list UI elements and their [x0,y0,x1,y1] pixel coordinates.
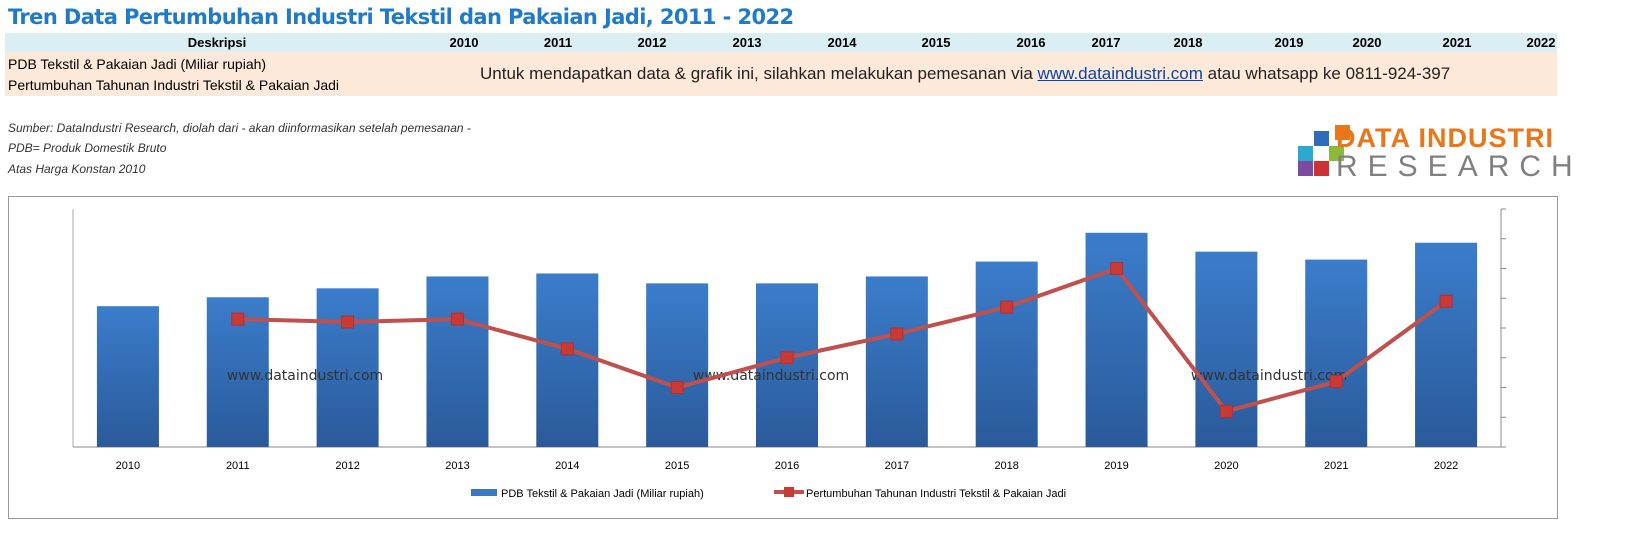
header-year-2010: 2010 [449,35,479,50]
legend-line-marker [784,487,794,497]
header-year-2016: 2016 [1016,35,1046,50]
bar-2010 [96,306,159,447]
header-year-2015: 2015 [921,35,951,50]
combo-chart: 2010 2011 2012 2013 2014 2015 2016 2017 2018 2019… [72,208,1506,500]
bar-2014 [536,273,599,447]
row-label-pdb: PDB Tekstil & Pakaian Jadi (Miliar rupia… [8,56,267,72]
x-tick-label: 2014 [555,460,579,472]
x-tick-label: 2013 [445,460,469,472]
header-year-2014: 2014 [827,35,857,50]
growth-marker-2020 [1219,404,1233,418]
website-link[interactable]: www.dataindustri.com [1037,64,1203,83]
row-label-growth: Pertumbuhan Tahunan Industri Tekstil & P… [8,77,340,93]
growth-marker-2022 [1439,294,1453,308]
page-title: Tren Data Pertumbuhan Industri Tekstil d… [8,5,794,29]
header-deskripsi: Deskripsi [187,35,247,50]
growth-marker-2013 [450,312,464,326]
x-tick-label: 2022 [1434,460,1458,472]
x-tick-label: 2020 [1214,460,1238,472]
legend-bar-swatch [471,489,497,496]
table-header: Deskripsi 2010 2011 2012 2013 2014 2015 2016 20… [5,33,1557,52]
order-message: Untuk mendapatkan data & grafik ini, sil… [480,64,1450,84]
legend-bar-label: PDB Tekstil & Pakaian Jadi (Miliar rupia… [501,488,704,500]
growth-marker-2011 [231,312,245,326]
pdb-note: PDB= Produk Domestik Bruto [8,141,167,155]
price-note: Atas Harga Konstan 2010 [8,162,146,176]
watermark-2: www.dataindustri.com [1191,368,1347,384]
x-tick-label: 2017 [885,460,909,472]
bar-2018 [975,261,1038,447]
watermark-0: www.dataindustri.com [227,368,383,384]
x-tick-label: 2010 [116,460,140,472]
growth-marker-2021 [1329,375,1343,389]
x-tick-label: 2015 [665,460,689,472]
table-rows: PDB Tekstil & Pakaian Jadi (Miliar rupia… [5,52,1557,96]
x-tick-label: 2021 [1324,460,1348,472]
bar-2021 [1305,259,1368,447]
growth-marker-2017 [890,327,904,341]
header-year-2011: 2011 [543,35,573,50]
header-year-2021: 2021 [1442,35,1472,50]
header-year-2017: 2017 [1091,35,1121,50]
chart-area: 2010 2011 2012 2013 2014 2015 2016 2017 2018 2019… [8,196,1558,519]
logo-text-bottom: RESEARCH [1336,150,1583,183]
x-tick-label: 2011 [226,460,250,472]
bar-2013 [426,276,489,447]
growth-line [237,266,1448,414]
header-year-2019: 2019 [1274,35,1304,50]
growth-marker-2019 [1110,262,1124,275]
legend-line-label: Pertumbuhan Tahunan Industri Tekstil & P… [806,488,1066,500]
growth-marker-2015 [670,381,684,394]
growth-marker-2018 [1000,300,1014,314]
x-tick-label: 2012 [335,460,359,472]
header-year-2018: 2018 [1173,35,1203,50]
bar-2022 [1415,242,1478,447]
x-tick-label: 2018 [994,460,1018,472]
logo-icon [1297,125,1350,177]
message-text: Untuk mendapatkan data & grafik ini, sil… [480,64,1038,83]
header-year-2012: 2012 [637,35,667,50]
bar-2017 [865,276,928,447]
growth-marker-2012 [341,315,355,329]
growth-marker-2014 [560,342,574,356]
bar-2015 [646,283,709,447]
x-tick-label: 2016 [775,460,799,472]
message-whatsapp: atau whatsapp ke 0811-924-397 [1202,64,1451,83]
logo-text-top: DATA INDUSTRI [1336,123,1554,153]
header-year-2022: 2022 [1526,35,1556,50]
bar-2012 [316,288,379,447]
source-note: Sumber: DataIndustri Research, diolah da… [8,121,471,135]
x-tick-label: 2019 [1104,460,1128,472]
growth-marker-2016 [780,351,794,365]
header-year-2013: 2013 [732,35,762,50]
header-year-2020: 2020 [1352,35,1382,50]
